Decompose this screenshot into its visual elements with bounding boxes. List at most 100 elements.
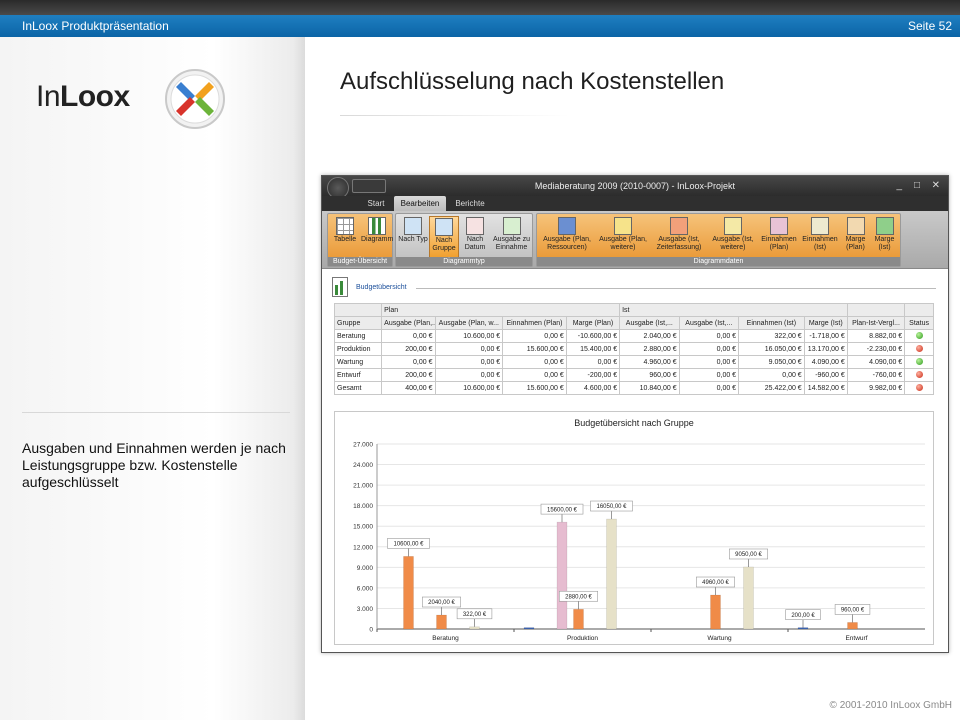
data-label: 960,00 € <box>841 608 865 614</box>
app-window: Mediaberatung 2009 (2010-0007) - InLoox-… <box>321 175 949 653</box>
value-cell: 9.050,00 € <box>738 355 805 369</box>
status-red-icon <box>915 370 923 378</box>
chart-view-button[interactable]: Diagramm <box>361 216 393 258</box>
column-header[interactable]: Gruppe <box>333 316 383 330</box>
left-panel <box>0 37 305 720</box>
maximize-button[interactable]: □ <box>913 180 920 191</box>
top-dark-bar <box>0 0 960 15</box>
table-row[interactable]: Gesamt 400,00 €10.600,00 €15.600,00 €4.60… <box>333 381 934 395</box>
toggle-einnahmen-ist[interactable]: Einnahmen (Ist) <box>799 216 841 258</box>
y-tick-label: 15.000 <box>353 524 373 531</box>
quick-access-toolbar[interactable] <box>352 179 386 193</box>
budget-table: Plan Ist Gruppe Ausgabe (Plan,... Ausgab… <box>333 303 934 395</box>
table-row[interactable]: Entwurf 200,00 €0,00 €0,00 € -200,00 €960,… <box>333 368 934 382</box>
expense-to-income-button[interactable]: Ausgabe zu Einnahme <box>491 216 532 258</box>
value-cell: 15.600,00 € <box>502 342 567 356</box>
value-cell: 960,00 € <box>619 368 680 382</box>
value-cell: 0,00 € <box>502 355 567 369</box>
value-cell: 0,00 € <box>434 342 504 356</box>
value-cell: 15.600,00 € <box>502 381 567 395</box>
window-title: Mediaberatung 2009 (2010-0007) - InLoox-… <box>534 181 736 191</box>
y-tick-label: 18.000 <box>353 503 373 510</box>
ribbon-group-budget-uebersicht: Tabelle Diagramm Budget-Übersicht <box>327 213 393 267</box>
column-header[interactable]: Ausgabe (Plan,... <box>381 316 436 330</box>
section-title: Budgetübersicht <box>356 284 407 291</box>
value-cell: 0,00 € <box>381 329 436 343</box>
toggle-ausgabe-plan-ressourcen[interactable]: Ausgabe (Plan, Ressourcen) <box>539 216 595 258</box>
value-cell: 4.090,00 € <box>803 355 848 369</box>
tab-start[interactable]: Start <box>367 199 385 208</box>
column-header[interactable]: Plan-Ist-Vergl... <box>846 316 906 330</box>
value-cell: -10.600,00 € <box>565 329 621 343</box>
bar <box>556 521 568 630</box>
value-cell: -960,00 € <box>803 368 848 382</box>
value-cell: 200,00 € <box>381 368 436 382</box>
column-header[interactable]: Status <box>904 316 934 330</box>
section-rule <box>416 288 936 289</box>
data-label: 2040,00 € <box>428 600 455 606</box>
bar <box>797 627 809 630</box>
bar-chart-icon <box>367 217 386 235</box>
table-row[interactable]: Wartung 0,00 €0,00 €0,00 €0,00 €4.960,00 … <box>333 355 934 369</box>
series-color-icon <box>770 217 788 235</box>
table-icon <box>336 217 354 235</box>
logo-wordmark: InLoox <box>36 80 130 113</box>
table-column-header: Gruppe Ausgabe (Plan,... Ausgabe (Plan, … <box>333 316 934 330</box>
data-label-box <box>785 609 821 620</box>
data-label: 16050,00 € <box>596 504 627 510</box>
y-tick-label: 27.000 <box>353 442 373 449</box>
data-label-box <box>695 576 735 588</box>
value-cell: 2.040,00 € <box>619 329 680 343</box>
toggle-ausgabe-plan-weitere[interactable]: Ausgabe (Plan, weitere) <box>595 216 651 258</box>
series-color-icon <box>875 217 894 235</box>
by-group-button[interactable]: Nach Gruppe <box>429 216 459 258</box>
minimize-button[interactable]: _ <box>896 180 902 191</box>
y-tick-label: 21.000 <box>353 483 373 490</box>
series-color-icon <box>558 217 576 235</box>
chart-date-icon <box>466 217 484 235</box>
table-view-button[interactable]: Tabelle <box>330 216 360 258</box>
table-row[interactable]: Beratung 0,00 €10.600,00 €0,00 € -10.600,0… <box>333 329 934 343</box>
status-cell <box>904 368 934 382</box>
column-header[interactable]: Ausgabe (Ist,... <box>678 316 740 330</box>
ribbon-group-diagrammdaten: Ausgabe (Plan, Ressourcen) Ausgabe (Plan… <box>536 213 901 267</box>
section-header: Budgetübersicht <box>332 277 938 299</box>
bar <box>523 627 535 630</box>
column-header[interactable]: Einnahmen (Ist) <box>738 316 805 330</box>
value-cell: 322,00 € <box>738 329 805 343</box>
status-cell <box>904 329 934 343</box>
column-header[interactable]: Ausgabe (Plan, w... <box>434 316 504 330</box>
by-type-button[interactable]: Nach Typ <box>398 216 428 258</box>
x-tick-label: Wartung <box>707 635 732 642</box>
copyright-text: © 2001-2010 InLoox GmbH <box>829 700 952 711</box>
status-cell <box>904 342 934 356</box>
toggle-einnahmen-plan[interactable]: Einnahmen (Plan) <box>759 216 799 258</box>
value-cell: 0,00 € <box>678 342 740 356</box>
y-tick-label: 24.000 <box>353 462 373 469</box>
table-row[interactable]: Produktion 200,00 €0,00 €15.600,00 €15.40… <box>333 342 934 356</box>
value-cell: 10.600,00 € <box>434 329 504 343</box>
column-header[interactable]: Ausgabe (Ist,... <box>619 316 680 330</box>
tab-berichte[interactable]: Berichte <box>455 199 485 208</box>
column-header[interactable]: Marge (Ist) <box>803 316 848 330</box>
inloox-x-icon <box>165 69 225 129</box>
y-tick-label: 6.000 <box>357 585 374 592</box>
toggle-marge-ist[interactable]: Marge (Ist) <box>870 216 899 258</box>
data-label-box <box>540 503 584 515</box>
data-label: 9050,00 € <box>735 552 762 558</box>
value-cell: 10.600,00 € <box>434 381 504 395</box>
toggle-marge-plan[interactable]: Marge (Plan) <box>841 216 870 258</box>
toggle-ausgabe-ist-weitere[interactable]: Ausgabe (Ist, weitere) <box>707 216 759 258</box>
tab-bearbeiten[interactable]: Bearbeiten <box>394 196 446 211</box>
column-header[interactable]: Einnahmen (Plan) <box>502 316 567 330</box>
data-label: 322,00 € <box>463 612 487 618</box>
bar <box>403 556 414 630</box>
series-color-icon <box>614 217 632 235</box>
close-button[interactable]: ✕ <box>931 180 940 191</box>
series-color-icon <box>811 217 829 235</box>
series-color-icon <box>670 217 688 235</box>
value-cell: 0,00 € <box>434 368 504 382</box>
column-header[interactable]: Marge (Plan) <box>565 316 621 330</box>
by-date-button[interactable]: Nach Datum <box>460 216 490 258</box>
toggle-ausgabe-ist-zeiterfassung[interactable]: Ausgabe (Ist, Zeiterfassung) <box>651 216 707 258</box>
